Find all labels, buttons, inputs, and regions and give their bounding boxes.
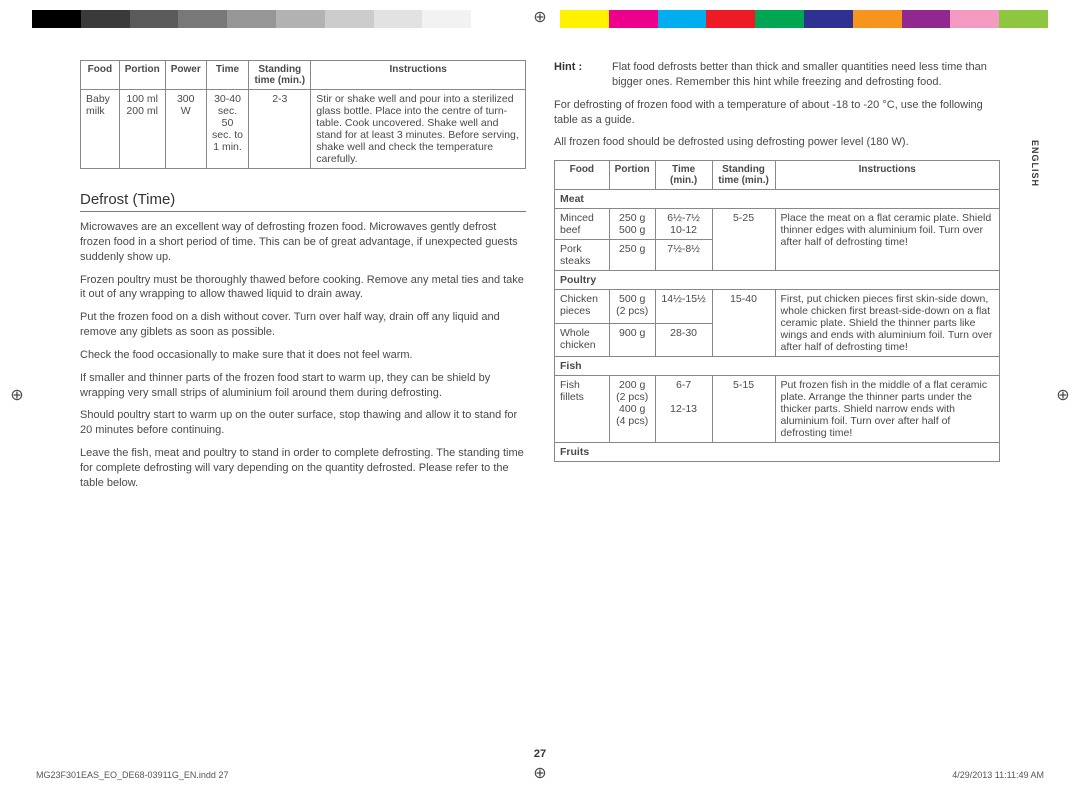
category-row: Poultry <box>555 271 1000 290</box>
hint-text: Flat food defrosts better than thick and… <box>612 60 1000 90</box>
column-header: Time (min.) <box>655 161 712 190</box>
column-header: Time <box>206 61 249 90</box>
color-swatch <box>276 10 325 28</box>
cell-portion: 250 g 500 g <box>609 209 655 240</box>
color-swatch <box>609 10 658 28</box>
registration-mark-icon: ⊕ <box>531 765 549 783</box>
cell-time: 6-7 12-13 <box>655 376 712 443</box>
hint-block: Hint : Flat food defrosts better than th… <box>554 60 1000 90</box>
cell-power: 300 W <box>165 90 206 169</box>
body-paragraph: If smaller and thinner parts of the froz… <box>80 371 526 401</box>
category-row: Meat <box>555 190 1000 209</box>
cell-portion: 100 ml 200 ml <box>119 90 165 169</box>
color-swatch <box>658 10 707 28</box>
baby-milk-table: FoodPortionPowerTimeStanding time (min.)… <box>80 60 526 169</box>
body-paragraph: Leave the fish, meat and poultry to stan… <box>80 446 526 491</box>
intro-para-1: For defrosting of frozen food with a tem… <box>554 98 1000 128</box>
hint-label: Hint : <box>554 60 598 90</box>
color-swatch <box>804 10 853 28</box>
cell-food: Whole chicken <box>555 323 610 357</box>
cell-portion: 500 g (2 pcs) <box>609 290 655 324</box>
category-row: Fish <box>555 357 1000 376</box>
color-swatch <box>32 10 81 28</box>
category-cell: Meat <box>555 190 1000 209</box>
cell-standing: 2-3 <box>249 90 311 169</box>
body-paragraph: Microwaves are an excellent way of defro… <box>80 220 526 265</box>
column-header: Food <box>555 161 610 190</box>
cell-portion: 250 g <box>609 240 655 271</box>
body-paragraph: Check the food occasionally to make sure… <box>80 348 526 363</box>
cell-portion: 200 g (2 pcs) 400 g (4 pcs) <box>609 376 655 443</box>
cell-standing: 5-15 <box>712 376 775 443</box>
color-swatch <box>81 10 130 28</box>
column-header: Instructions <box>311 61 526 90</box>
color-swatch <box>178 10 227 28</box>
registration-mark-icon: ⊕ <box>531 9 549 27</box>
slug-filename: MG23F301EAS_EO_DE68-03911G_EN.indd 27 <box>36 770 228 780</box>
body-paragraph: Put the frozen food on a dish without co… <box>80 310 526 340</box>
color-swatch <box>130 10 179 28</box>
color-swatch <box>950 10 999 28</box>
column-header: Power <box>165 61 206 90</box>
color-swatch <box>560 10 609 28</box>
cell-food: Minced beef <box>555 209 610 240</box>
cell-standing: 5-25 <box>712 209 775 271</box>
body-paragraph: Frozen poultry must be thoroughly thawed… <box>80 273 526 303</box>
cell-standing: 15-40 <box>712 290 775 357</box>
column-header: Instructions <box>775 161 999 190</box>
category-cell: Poultry <box>555 271 1000 290</box>
color-swatch <box>999 10 1048 28</box>
language-tab: ENGLISH <box>1030 140 1040 187</box>
category-cell: Fruits <box>555 443 1000 462</box>
cell-instructions: Stir or shake well and pour into a steri… <box>311 90 526 169</box>
intro-para-2: All frozen food should be defrosted usin… <box>554 135 1000 150</box>
column-header: Standing time (min.) <box>249 61 311 90</box>
cell-time: 30-40 sec. 50 sec. to 1 min. <box>206 90 249 169</box>
page-content: FoodPortionPowerTimeStanding time (min.)… <box>80 60 1000 732</box>
color-swatch <box>706 10 755 28</box>
column-header: Standing time (min.) <box>712 161 775 190</box>
column-header: Portion <box>609 161 655 190</box>
cell-food: Baby milk <box>81 90 120 169</box>
cell-portion: 900 g <box>609 323 655 357</box>
table-row: Chicken pieces500 g (2 pcs)14½-15½15-40F… <box>555 290 1000 324</box>
color-swatch <box>755 10 804 28</box>
cell-time: 7½-8½ <box>655 240 712 271</box>
category-row: Fruits <box>555 443 1000 462</box>
table-row: Fish fillets200 g (2 pcs) 400 g (4 pcs)6… <box>555 376 1000 443</box>
color-swatch <box>325 10 374 28</box>
defrost-table: FoodPortionTime (min.)Standing time (min… <box>554 160 1000 462</box>
table-row: Baby milk 100 ml 200 ml 300 W 30-40 sec.… <box>81 90 526 169</box>
category-cell: Fish <box>555 357 1000 376</box>
registration-mark-icon: ⊕ <box>8 387 26 405</box>
section-heading-defrost: Defrost (Time) <box>80 191 526 212</box>
cell-time: 14½-15½ <box>655 290 712 324</box>
column-header: Portion <box>119 61 165 90</box>
cell-time: 28-30 <box>655 323 712 357</box>
color-swatch <box>853 10 902 28</box>
color-swatch <box>227 10 276 28</box>
color-swatch <box>422 10 471 28</box>
body-paragraph: Should poultry start to warm up on the o… <box>80 408 526 438</box>
cell-instructions: First, put chicken pieces first skin-sid… <box>775 290 999 357</box>
color-swatch <box>902 10 951 28</box>
slug-timestamp: 4/29/2013 11:11:49 AM <box>952 770 1044 780</box>
page-number: 27 <box>0 748 1080 760</box>
cell-instructions: Put frozen fish in the middle of a flat … <box>775 376 999 443</box>
cell-food: Fish fillets <box>555 376 610 443</box>
cell-food: Chicken pieces <box>555 290 610 324</box>
cell-time: 6½-7½ 10-12 <box>655 209 712 240</box>
color-swatch <box>471 10 520 28</box>
color-swatch <box>374 10 423 28</box>
right-column: Hint : Flat food defrosts better than th… <box>554 60 1000 732</box>
table-row: Minced beef250 g 500 g6½-7½ 10-125-25Pla… <box>555 209 1000 240</box>
column-header: Food <box>81 61 120 90</box>
cell-food: Pork steaks <box>555 240 610 271</box>
cell-instructions: Place the meat on a flat ceramic plate. … <box>775 209 999 271</box>
registration-mark-icon: ⊕ <box>1054 387 1072 405</box>
left-column: FoodPortionPowerTimeStanding time (min.)… <box>80 60 526 732</box>
